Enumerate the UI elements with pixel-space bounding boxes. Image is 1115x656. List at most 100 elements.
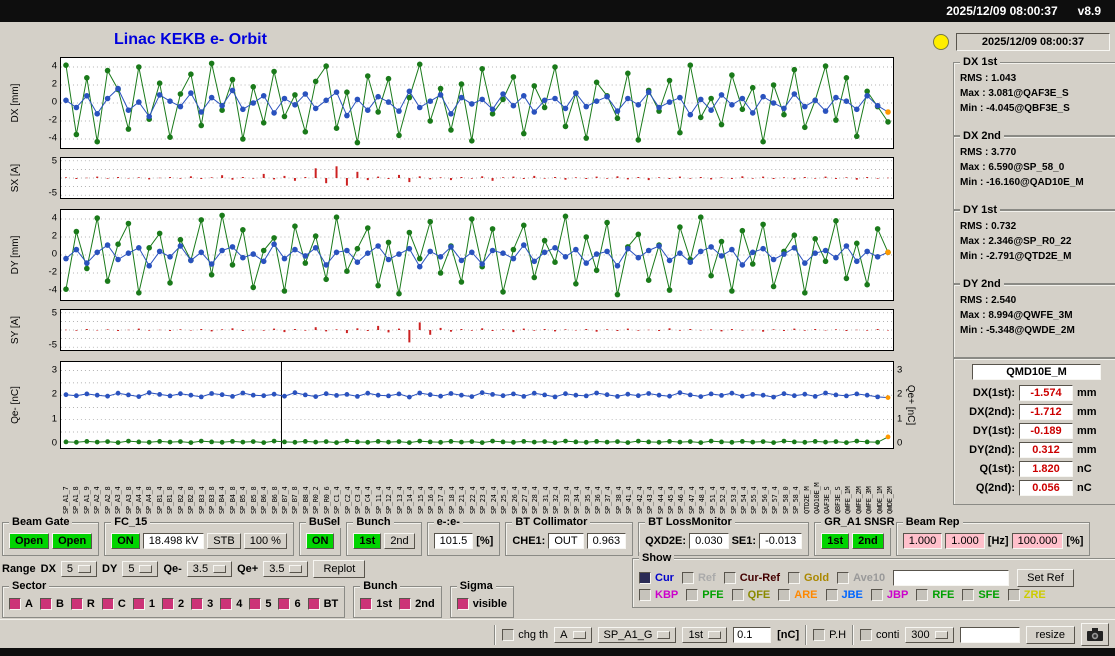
sector-checkbox-1[interactable]: 1 bbox=[132, 598, 155, 610]
checkbox-icon[interactable] bbox=[161, 598, 174, 610]
checkbox-icon[interactable] bbox=[788, 572, 801, 584]
show-sfe-checkbox[interactable]: SFE bbox=[962, 589, 1000, 601]
snsr-1st-button[interactable]: 1st bbox=[821, 533, 850, 549]
range-qep-value: 3.5 bbox=[269, 563, 285, 575]
fc15-percent-button[interactable]: 100 % bbox=[243, 533, 287, 549]
show-cur-ref-checkbox[interactable]: Cur-Ref bbox=[723, 572, 780, 584]
sector-checkbox-BT[interactable]: BT bbox=[307, 598, 338, 610]
beam-gate-open-2-button[interactable]: Open bbox=[52, 533, 93, 549]
sector-checkbox-B[interactable]: B bbox=[39, 598, 64, 610]
checkbox-icon[interactable] bbox=[778, 589, 791, 601]
sector-select-dropdown[interactable]: A bbox=[554, 626, 592, 643]
checkbox-icon[interactable] bbox=[870, 589, 883, 601]
replot-button[interactable]: Replot bbox=[313, 560, 366, 578]
show-ave10-checkbox[interactable]: Ave10 bbox=[837, 572, 885, 584]
fc15-stb-button[interactable]: STB bbox=[207, 533, 241, 549]
screenshot-button[interactable] bbox=[1081, 623, 1109, 646]
checkbox-icon[interactable] bbox=[686, 589, 699, 601]
beam-gate-open-1-button[interactable]: Open bbox=[9, 533, 50, 549]
checkbox-icon[interactable] bbox=[837, 572, 850, 584]
show-pfe-checkbox[interactable]: PFE bbox=[686, 589, 724, 601]
interval-dropdown[interactable]: 300 bbox=[905, 626, 954, 643]
bunch-label: 1st bbox=[376, 598, 393, 610]
checkbox-icon[interactable] bbox=[962, 589, 975, 601]
checkbox-icon[interactable] bbox=[723, 572, 736, 584]
checkbox-icon[interactable] bbox=[132, 598, 145, 610]
monitor-name-field[interactable]: QMD10E_M bbox=[972, 364, 1101, 380]
checkbox-icon[interactable] bbox=[249, 598, 262, 610]
checkbox-icon[interactable] bbox=[9, 598, 21, 610]
show-jbe-checkbox[interactable]: JBE bbox=[825, 589, 863, 601]
chg-th-checkbox[interactable]: chg th bbox=[502, 628, 548, 641]
bunch-1st-checkbox[interactable]: 1st bbox=[360, 598, 392, 610]
checkbox-icon[interactable] bbox=[681, 572, 694, 584]
device-select-dropdown[interactable]: SP_A1_G bbox=[597, 626, 677, 643]
checkbox-icon[interactable] bbox=[813, 628, 826, 641]
sector-checkbox-6[interactable]: 6 bbox=[278, 598, 301, 610]
beam-rep-group: Beam Rep 1.000 1.000 [Hz] 100.000 [%] bbox=[895, 516, 1091, 556]
checkbox-icon[interactable] bbox=[1007, 589, 1020, 601]
dy-2nd-stats: DY 2nd RMS : 2.540 Max : 8.994@QWFE_3M M… bbox=[953, 278, 1115, 358]
checkbox-icon[interactable] bbox=[360, 598, 373, 610]
show-row-2: KBP PFE QFE ARE JBE JBP RFE SFE ZRE bbox=[639, 589, 1115, 601]
checkbox-icon[interactable] bbox=[860, 628, 873, 641]
checkbox-icon[interactable] bbox=[278, 598, 291, 610]
ref-name-input[interactable] bbox=[893, 570, 1010, 586]
ph-checkbox[interactable]: P.H bbox=[813, 628, 847, 641]
show-are-checkbox[interactable]: ARE bbox=[778, 589, 818, 601]
busel-on-button[interactable]: ON bbox=[305, 533, 335, 549]
set-ref-button[interactable]: Set Ref bbox=[1017, 569, 1074, 587]
checkbox-icon[interactable] bbox=[39, 598, 52, 610]
checkbox-icon[interactable] bbox=[399, 598, 412, 610]
threshold-input[interactable] bbox=[733, 626, 772, 643]
show-rfe-checkbox[interactable]: RFE bbox=[916, 589, 954, 601]
sx-axis-label: SX [A] bbox=[10, 163, 21, 193]
bunch-1st-button[interactable]: 1st bbox=[353, 533, 382, 549]
sector-checkbox-C[interactable]: C bbox=[101, 598, 126, 610]
dropdown-grip-icon bbox=[78, 565, 92, 573]
sector-label: 3 bbox=[207, 598, 214, 610]
range-qep-dropdown[interactable]: 3.5 bbox=[263, 561, 309, 577]
show-kbp-checkbox[interactable]: KBP bbox=[639, 589, 678, 601]
checkbox-icon[interactable] bbox=[191, 598, 204, 610]
checkbox-icon[interactable] bbox=[916, 589, 929, 601]
range-dx-dropdown[interactable]: 5 bbox=[60, 561, 98, 577]
checkbox-icon[interactable] bbox=[731, 589, 744, 601]
sector-checkbox-A[interactable]: A bbox=[9, 598, 33, 610]
checkbox-icon[interactable] bbox=[825, 589, 838, 601]
bunch-2nd-button[interactable]: 2nd bbox=[384, 533, 415, 549]
range-qem-dropdown[interactable]: 3.5 bbox=[186, 561, 233, 577]
sector-checkbox-3[interactable]: 3 bbox=[191, 598, 213, 610]
fc15-on-button[interactable]: ON bbox=[111, 533, 140, 549]
show-jbp-checkbox[interactable]: JBP bbox=[870, 589, 908, 601]
bunch-select-dropdown[interactable]: 1st bbox=[682, 626, 728, 643]
checkbox-icon[interactable] bbox=[639, 572, 651, 584]
show-zre-checkbox[interactable]: ZRE bbox=[1007, 589, 1046, 601]
show-cur-checkbox[interactable]: Cur bbox=[639, 572, 674, 584]
checkbox-icon[interactable] bbox=[101, 598, 114, 610]
conti-checkbox[interactable]: conti bbox=[860, 628, 899, 641]
group-title: DX 1st bbox=[960, 56, 1001, 68]
range-dy-dropdown[interactable]: 5 bbox=[122, 561, 159, 577]
checkbox-icon[interactable] bbox=[502, 628, 515, 641]
checkbox-icon[interactable] bbox=[220, 598, 233, 610]
show-qfe-checkbox[interactable]: QFE bbox=[731, 589, 770, 601]
checkbox-icon[interactable] bbox=[639, 589, 651, 601]
sector-checkbox-R[interactable]: R bbox=[70, 598, 95, 610]
bottom-toolbar: syncdata init ZRE chg th A SP_A1_G 1st [… bbox=[0, 619, 1115, 649]
show-label: Gold bbox=[804, 572, 830, 584]
ph-label: P.H bbox=[829, 628, 847, 641]
bunch-2nd-checkbox[interactable]: 2nd bbox=[399, 598, 435, 610]
sector-checkbox-4[interactable]: 4 bbox=[220, 598, 242, 610]
show-ref-checkbox[interactable]: Ref bbox=[681, 572, 716, 584]
snsr-2nd-button[interactable]: 2nd bbox=[852, 533, 884, 549]
checkbox-icon[interactable] bbox=[456, 598, 469, 610]
sector-checkbox-2[interactable]: 2 bbox=[161, 598, 184, 610]
show-gold-checkbox[interactable]: Gold bbox=[788, 572, 829, 584]
sector-checkbox-5[interactable]: 5 bbox=[249, 598, 271, 610]
checkbox-icon[interactable] bbox=[70, 598, 83, 610]
sigma-visible-checkbox[interactable]: visible bbox=[456, 598, 507, 610]
misc-input[interactable] bbox=[959, 626, 1020, 643]
resize-button[interactable]: resize bbox=[1025, 625, 1075, 644]
checkbox-icon[interactable] bbox=[307, 598, 320, 610]
